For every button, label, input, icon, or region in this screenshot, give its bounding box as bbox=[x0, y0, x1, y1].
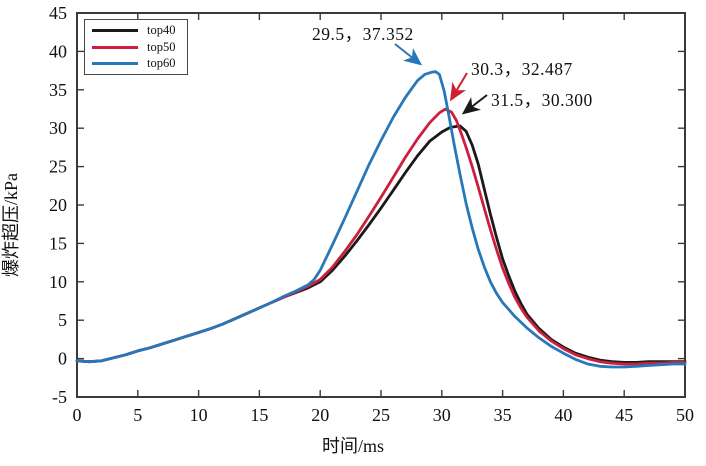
x-tick-label: 35 bbox=[494, 405, 512, 425]
x-tick-label: 0 bbox=[73, 405, 82, 425]
y-tick-label: 0 bbox=[58, 349, 67, 369]
y-tick-label: 5 bbox=[58, 310, 67, 330]
x-tick-label: 40 bbox=[554, 405, 572, 425]
x-tick-label: 50 bbox=[676, 405, 694, 425]
legend-label-top60: top60 bbox=[147, 56, 176, 71]
y-tick-label: 35 bbox=[49, 80, 67, 100]
x-tick-label: 20 bbox=[311, 405, 329, 425]
annotation-top50-peak: 30.3，32.487 bbox=[471, 59, 573, 79]
y-tick-label: 40 bbox=[49, 41, 67, 61]
x-tick-label: 45 bbox=[615, 405, 633, 425]
annotation-arrow-top40 bbox=[461, 94, 488, 115]
legend-label-top40: top40 bbox=[147, 23, 176, 38]
annotation-arrow-top60 bbox=[394, 43, 423, 66]
y-tick-label: 20 bbox=[49, 195, 67, 215]
y-tick-label: 25 bbox=[49, 157, 67, 177]
legend-item-top40: top40 bbox=[85, 22, 187, 39]
x-tick-label: 25 bbox=[372, 405, 390, 425]
x-tick-label: 5 bbox=[133, 405, 142, 425]
legend-swatch-top50 bbox=[92, 45, 138, 49]
legend-item-top50: top50 bbox=[85, 39, 187, 56]
y-tick-label: -5 bbox=[52, 387, 67, 407]
legend-box: top40 top50 top60 bbox=[84, 19, 188, 75]
x-tick-label: 10 bbox=[190, 405, 208, 425]
legend-item-top60: top60 bbox=[85, 55, 187, 72]
x-axis-label: 时间/ms bbox=[321, 436, 384, 456]
series-line-top60 bbox=[75, 70, 687, 369]
legend-label-top50: top50 bbox=[147, 39, 176, 54]
annotation-arrow-top50 bbox=[449, 72, 468, 102]
y-tick-label: 30 bbox=[49, 118, 67, 138]
y-tick-label: 15 bbox=[49, 233, 67, 253]
annotation-top40-peak: 31.5，30.300 bbox=[491, 90, 593, 110]
y-tick-label: 45 bbox=[49, 3, 67, 23]
y-axis-label: 爆炸超压/kPa bbox=[1, 173, 21, 278]
y-tick-label: 10 bbox=[49, 272, 67, 292]
annotation-top60-peak: 29.5，37.352 bbox=[312, 24, 414, 44]
x-tick-label: 15 bbox=[250, 405, 268, 425]
legend-swatch-top60 bbox=[92, 62, 138, 66]
x-tick-label: 30 bbox=[433, 405, 451, 425]
series-line-top50 bbox=[75, 107, 687, 366]
legend-swatch-top40 bbox=[92, 28, 138, 32]
series-line-top40 bbox=[75, 124, 687, 364]
